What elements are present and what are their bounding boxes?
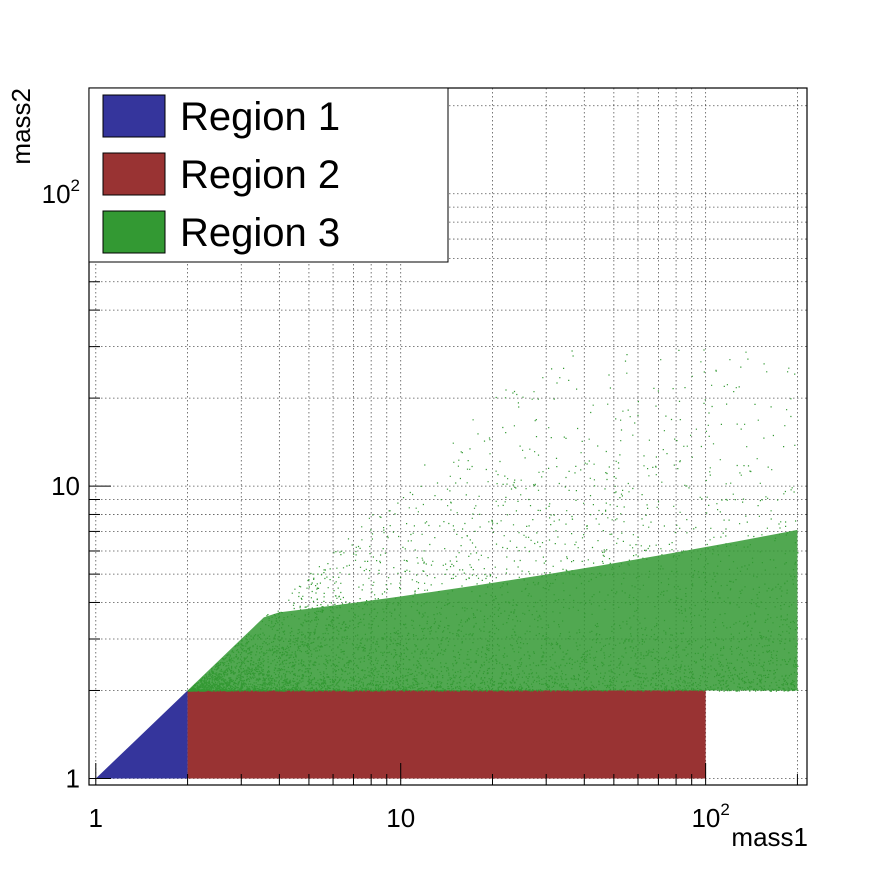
region-1-points [95,690,188,779]
region-2-points [187,690,706,779]
y-axis-title: mass2 [6,88,36,165]
x-tick-label: 102 [691,800,729,833]
legend-swatch [102,94,166,138]
legend-label: Region 3 [180,211,340,255]
y-tick-label: 1 [66,763,80,793]
y-tick-label: 10 [51,471,80,501]
region-3-points [187,349,799,692]
legend-swatch [102,152,166,196]
region-3-core [187,529,798,691]
y-tick-label: 102 [42,176,80,209]
x-axis-title: mass1 [731,822,808,852]
plot-area [95,349,799,779]
legend-label: Region 1 [180,95,340,139]
x-tick-label: 1 [89,803,103,833]
x-tick-label: 10 [386,803,415,833]
legend-label: Region 2 [180,153,340,197]
tick-labels: 1 10 102 1 10 102 [42,176,730,833]
legend: Region 1 Region 2 Region 3 [88,87,449,263]
legend-swatch [102,210,166,254]
